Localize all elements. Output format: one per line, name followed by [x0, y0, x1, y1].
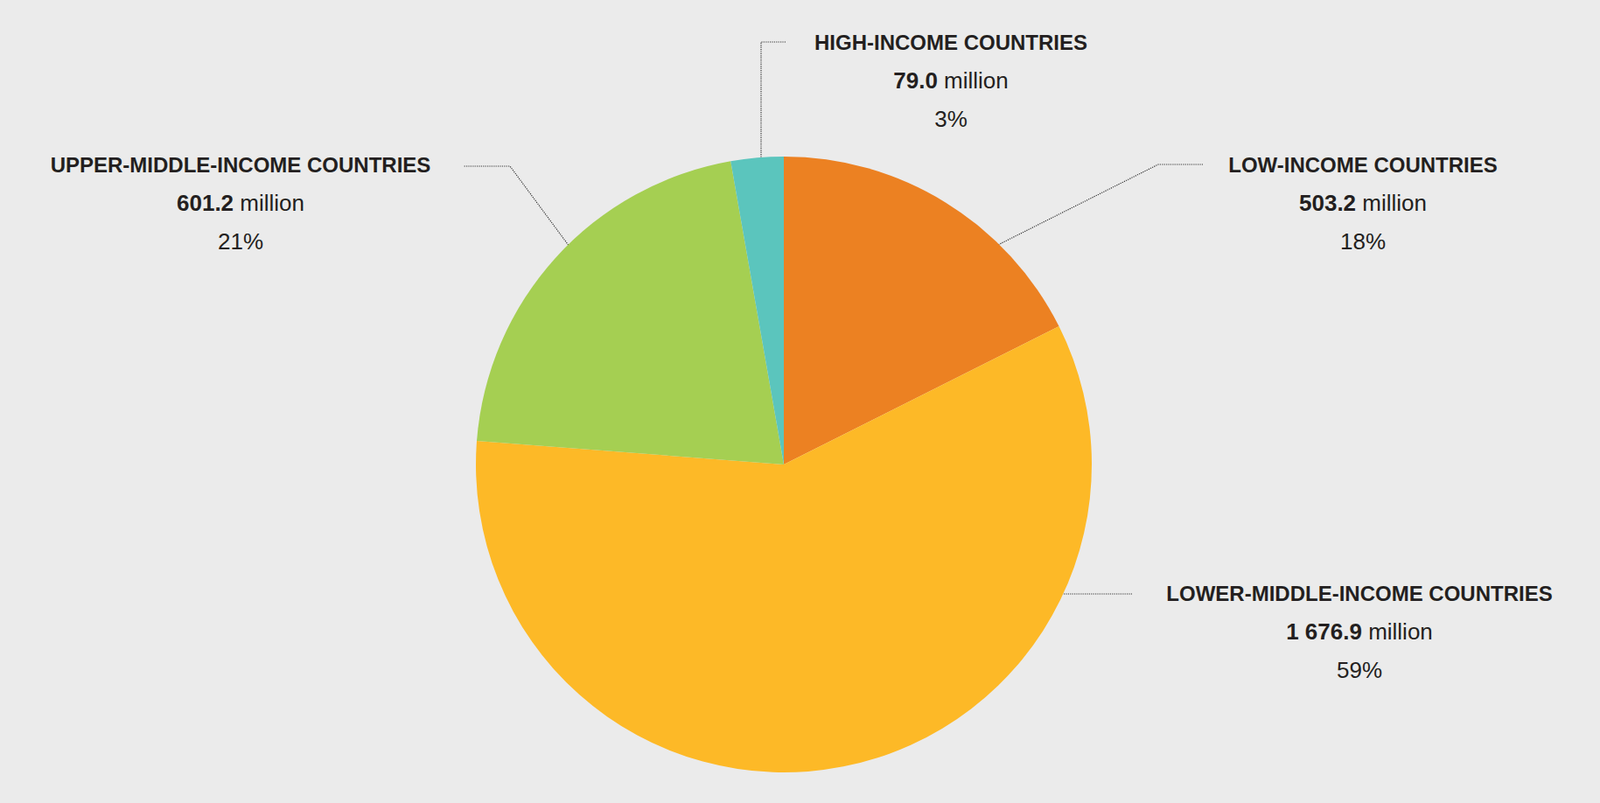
svg-text:million: million: [937, 67, 1009, 94]
svg-text:UPPER-MIDDLE-INCOME COUNTRIES: UPPER-MIDDLE-INCOME COUNTRIES: [50, 153, 432, 177]
svg-text:million: million: [233, 189, 305, 217]
svg-text:LOWER-MIDDLE-INCOME COUNTRIES: LOWER-MIDDLE-INCOME COUNTRIES: [1166, 581, 1552, 606]
svg-text:503.2: 503.2: [1299, 189, 1356, 217]
svg-text:LOW-INCOME COUNTRIES: LOW-INCOME COUNTRIES: [1228, 153, 1498, 177]
svg-text:million: million: [1355, 189, 1427, 217]
svg-text:21%: 21%: [217, 228, 264, 255]
svg-text:79.0: 79.0: [893, 67, 938, 94]
svg-text:1 676.9: 1 676.9: [1285, 618, 1363, 645]
svg-text:59%: 59%: [1336, 656, 1383, 684]
svg-text:million: million: [1362, 618, 1433, 645]
svg-text:18%: 18%: [1340, 228, 1386, 255]
svg-text:3%: 3%: [934, 105, 968, 133]
svg-text:HIGH-INCOME COUNTRIES: HIGH-INCOME COUNTRIES: [814, 30, 1088, 55]
svg-text:601.2: 601.2: [176, 189, 234, 217]
